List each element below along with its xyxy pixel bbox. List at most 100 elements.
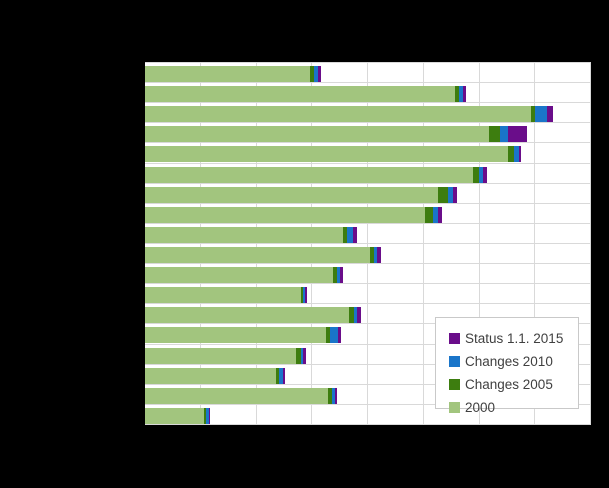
- stacked-bar: [145, 226, 358, 243]
- bar-segment-changes-2010[interactable]: [336, 267, 341, 284]
- bar-row: [145, 103, 591, 124]
- bar-row: [145, 204, 591, 224]
- bar-segment-status-1-1-2015[interactable]: [334, 387, 338, 404]
- bar-segment-changes-2005[interactable]: [473, 166, 479, 183]
- bar-segment-2000[interactable]: [145, 226, 344, 243]
- bar-segment-status-1-1-2015[interactable]: [304, 287, 307, 304]
- bar-segment-changes-2010[interactable]: [458, 86, 464, 103]
- bar-segment-changes-2010[interactable]: [448, 186, 454, 203]
- bar-segment-2000[interactable]: [145, 367, 276, 384]
- bar-segment-status-1-1-2015[interactable]: [317, 66, 322, 82]
- bar-segment-changes-2005[interactable]: [424, 206, 434, 223]
- bar-segment-status-1-1-2015[interactable]: [437, 206, 443, 223]
- bar-segment-changes-2005[interactable]: [296, 347, 301, 364]
- bar-segment-status-1-1-2015[interactable]: [547, 106, 554, 123]
- bar-segment-2000[interactable]: [145, 347, 297, 364]
- bar-segment-changes-2010[interactable]: [331, 387, 335, 404]
- bar-segment-2000[interactable]: [145, 166, 474, 183]
- bar-segment-2000[interactable]: [145, 146, 509, 163]
- bar-segment-2000[interactable]: [145, 267, 333, 284]
- bar-segment-changes-2010[interactable]: [205, 407, 209, 424]
- bar-segment-status-1-1-2015[interactable]: [507, 126, 527, 143]
- bar-segment-changes-2005[interactable]: [276, 367, 280, 384]
- bar-segment-changes-2010[interactable]: [303, 287, 305, 304]
- bar-segment-status-1-1-2015[interactable]: [463, 86, 466, 103]
- stacked-bar: [145, 407, 210, 424]
- bar-segment-2000[interactable]: [145, 287, 302, 304]
- bar-segment-changes-2005[interactable]: [370, 246, 374, 263]
- bar-segment-status-1-1-2015[interactable]: [357, 307, 361, 324]
- bar-segment-changes-2005[interactable]: [332, 267, 337, 284]
- bar-segment-changes-2005[interactable]: [438, 186, 449, 203]
- bar-segment-changes-2010[interactable]: [313, 66, 318, 82]
- stacked-bar: [145, 146, 521, 163]
- bar-segment-changes-2010[interactable]: [535, 106, 548, 123]
- bar-rows: [145, 63, 591, 424]
- bar-row: [145, 284, 591, 305]
- bar-segment-status-1-1-2015[interactable]: [208, 407, 210, 424]
- bar-segment-2000[interactable]: [145, 206, 425, 223]
- stacked-bar: [145, 166, 488, 183]
- bar-segment-2000[interactable]: [145, 186, 439, 203]
- bar-segment-changes-2010[interactable]: [354, 307, 358, 324]
- bar-segment-status-1-1-2015[interactable]: [337, 327, 342, 344]
- bar-row: [145, 365, 591, 385]
- bar-segment-changes-2010[interactable]: [300, 347, 304, 364]
- legend-item-2000[interactable]: 2000: [449, 396, 578, 419]
- bar-segment-2000[interactable]: [145, 327, 327, 344]
- bar-segment-status-1-1-2015[interactable]: [377, 246, 381, 263]
- bar-segment-changes-2005[interactable]: [488, 126, 501, 143]
- bar-segment-changes-2005[interactable]: [349, 307, 355, 324]
- legend: Status 1.1. 2015 Changes 2010 Changes 2005…: [435, 317, 579, 415]
- bar-segment-status-1-1-2015[interactable]: [352, 226, 358, 243]
- bar-segment-status-1-1-2015[interactable]: [483, 166, 488, 183]
- stacked-bar: [145, 106, 554, 123]
- bar-segment-changes-2010[interactable]: [347, 226, 353, 243]
- bar-row: [145, 405, 591, 424]
- bar-segment-2000[interactable]: [145, 387, 329, 404]
- bar-segment-changes-2010[interactable]: [329, 327, 338, 344]
- bar-segment-changes-2005[interactable]: [508, 146, 514, 163]
- bar-segment-2000[interactable]: [145, 86, 455, 103]
- bar-segment-changes-2010[interactable]: [279, 367, 283, 384]
- legend-item-changes-2005[interactable]: Changes 2005: [449, 373, 578, 396]
- stacked-bar: [145, 307, 361, 324]
- bar-segment-2000[interactable]: [145, 246, 371, 263]
- bar-segment-status-1-1-2015[interactable]: [282, 367, 285, 384]
- legend-swatch-icon: [449, 379, 460, 390]
- stacked-bar: [145, 126, 527, 143]
- bar-segment-changes-2005[interactable]: [310, 66, 314, 82]
- bar-segment-2000[interactable]: [145, 407, 204, 424]
- bar-segment-status-1-1-2015[interactable]: [340, 267, 344, 284]
- bar-segment-2000[interactable]: [145, 106, 531, 123]
- bar-row: [145, 324, 591, 345]
- legend-item-status-1-1-2015[interactable]: Status 1.1. 2015: [449, 327, 578, 350]
- bar-segment-2000[interactable]: [145, 307, 350, 324]
- bar-segment-changes-2005[interactable]: [301, 287, 304, 304]
- bar-segment-changes-2005[interactable]: [454, 86, 459, 103]
- bar-segment-2000[interactable]: [145, 66, 311, 82]
- bar-segment-status-1-1-2015[interactable]: [303, 347, 306, 364]
- legend-swatch-icon: [449, 333, 460, 344]
- bar-segment-changes-2005[interactable]: [530, 106, 536, 123]
- legend-item-changes-2010[interactable]: Changes 2010: [449, 350, 578, 373]
- stacked-bar: [145, 287, 307, 304]
- stacked-bar: [145, 367, 285, 384]
- bar-row: [145, 63, 591, 84]
- bar-segment-status-1-1-2015[interactable]: [453, 186, 458, 203]
- bar-segment-changes-2010[interactable]: [513, 146, 519, 163]
- bar-segment-changes-2005[interactable]: [328, 387, 332, 404]
- bar-row: [145, 385, 591, 405]
- bar-segment-changes-2005[interactable]: [326, 327, 330, 344]
- bar-segment-changes-2010[interactable]: [500, 126, 508, 143]
- bar-segment-status-1-1-2015[interactable]: [518, 146, 521, 163]
- plot-area: Status 1.1. 2015 Changes 2010 Changes 2005…: [145, 62, 591, 425]
- bar-segment-changes-2010[interactable]: [373, 246, 378, 263]
- stacked-bar: [145, 86, 466, 103]
- bar-segment-2000[interactable]: [145, 126, 489, 143]
- bar-segment-changes-2010[interactable]: [478, 166, 484, 183]
- bar-row: [145, 123, 591, 144]
- bar-segment-changes-2010[interactable]: [433, 206, 438, 223]
- bar-segment-changes-2005[interactable]: [203, 407, 206, 424]
- bar-segment-changes-2005[interactable]: [343, 226, 348, 243]
